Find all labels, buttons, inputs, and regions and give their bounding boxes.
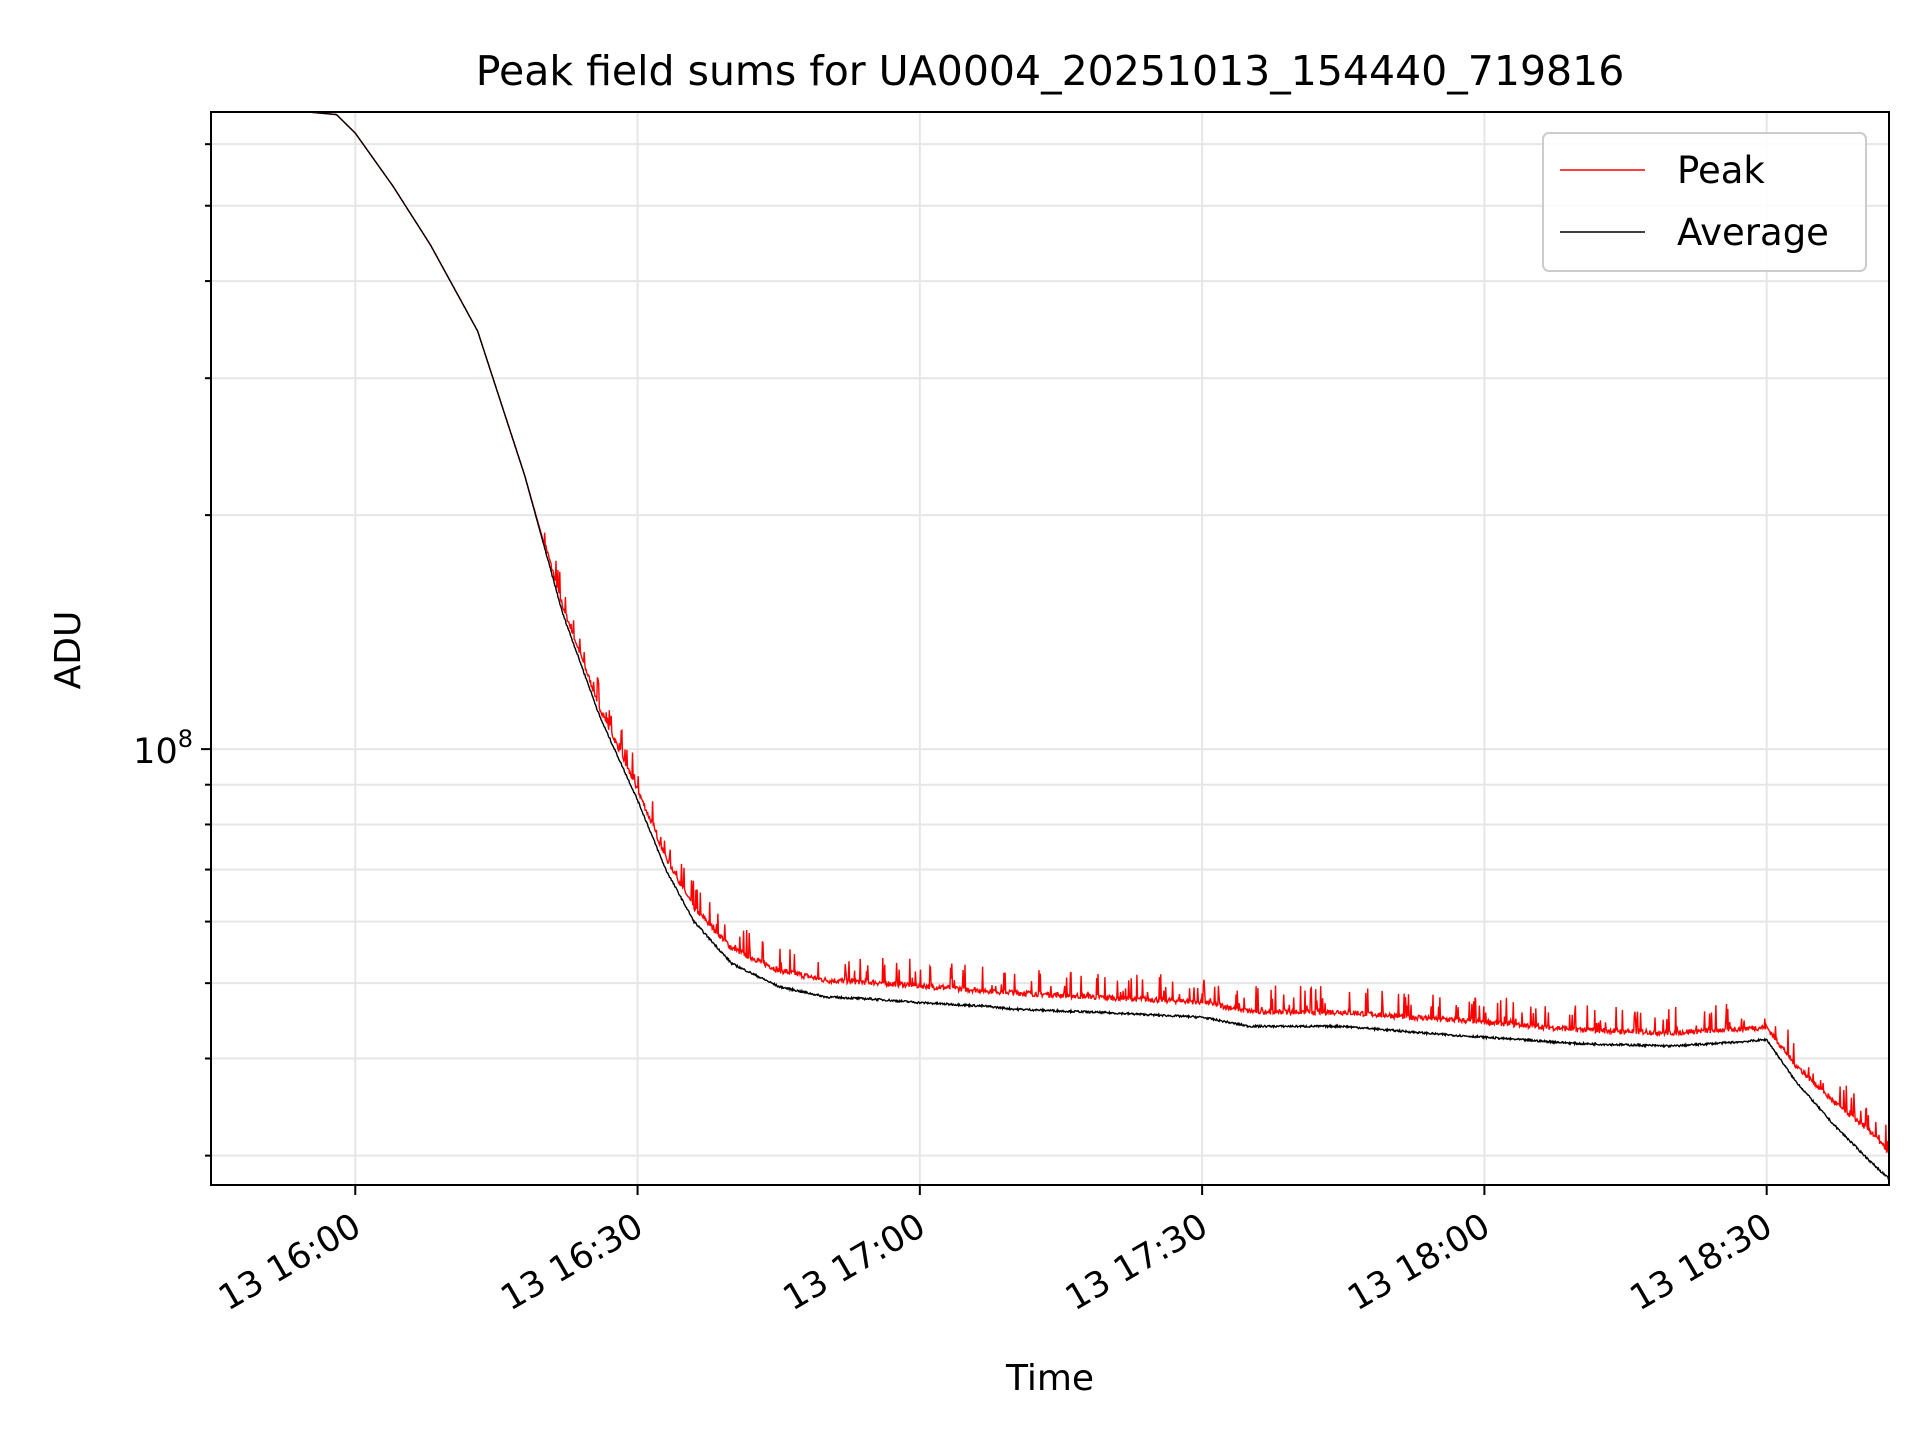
y-axis-label: ADU <box>48 611 89 690</box>
legend: Peak Average <box>1542 132 1867 272</box>
plot-frame <box>210 111 1890 1186</box>
x-axis-label: Time <box>1005 1358 1094 1399</box>
x-axis-ticks: 13 16:00 13 16:30 13 17:00 13 17:30 13 18:00… <box>212 1185 1779 1319</box>
x-tick-label: 13 18:00 <box>1341 1206 1497 1319</box>
legend-label-peak: Peak <box>1677 149 1765 192</box>
y-tick-label: 108 <box>133 725 193 772</box>
x-tick-label: 13 17:30 <box>1059 1206 1215 1319</box>
legend-label-average: Average <box>1677 211 1829 254</box>
x-tick-label: 13 18:30 <box>1624 1206 1780 1319</box>
y-axis-ticks: 108 <box>133 143 211 1157</box>
chart-title: Peak field sums for UA0004_20251013_1544… <box>476 47 1625 95</box>
x-tick-label: 13 17:00 <box>777 1206 933 1319</box>
peak-series-line <box>308 112 1889 1156</box>
average-series-line <box>308 112 1889 1181</box>
legend-box <box>1542 132 1867 272</box>
x-tick-label: 13 16:00 <box>212 1206 368 1319</box>
grid-lines <box>211 112 1889 1185</box>
x-tick-label: 13 16:30 <box>494 1206 650 1319</box>
